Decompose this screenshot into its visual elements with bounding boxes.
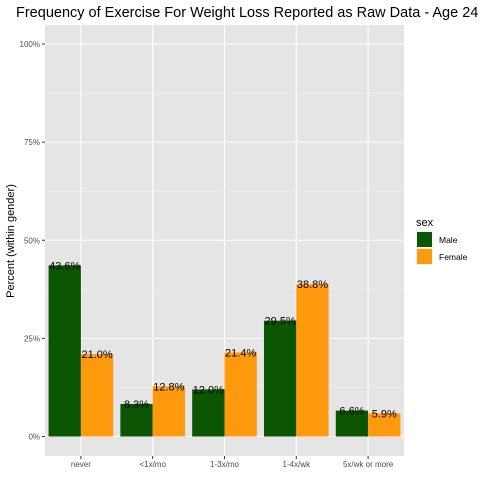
data-label: 12.8% xyxy=(153,381,184,393)
data-label: 43.6% xyxy=(49,260,80,272)
x-tick-label: 1-3x/mo xyxy=(210,460,239,469)
bar-female xyxy=(368,413,401,437)
y-tick-label: 100% xyxy=(20,40,40,49)
data-label: 29.5% xyxy=(265,316,296,328)
bar-male xyxy=(192,389,225,437)
bar-female xyxy=(296,284,329,437)
bar-female xyxy=(80,354,114,437)
legend-key-male xyxy=(417,232,432,247)
x-tick-label: never xyxy=(71,460,91,469)
legend-title: sex xyxy=(416,217,434,229)
data-label: 12.0% xyxy=(193,384,224,396)
data-label: 38.8% xyxy=(297,279,328,291)
x-tick-label: 5x/wk or more xyxy=(343,460,394,469)
data-label: 8.3% xyxy=(124,399,149,411)
x-tick-label: <1x/mo xyxy=(139,460,166,469)
data-label: 21.0% xyxy=(81,349,112,361)
x-axis: never <1x/mo 1-3x/mo 1-4x/wk 5x/wk or more xyxy=(71,456,394,469)
legend-key-female xyxy=(417,249,432,264)
y-tick-label: 25% xyxy=(24,334,40,343)
bar-female xyxy=(152,386,186,437)
x-tick-label: 1-4x/wk xyxy=(283,460,312,469)
bar-male xyxy=(120,403,153,437)
legend-label: Male xyxy=(439,235,458,245)
y-axis: 0% 25% 50% 75% 100% xyxy=(20,40,45,442)
legend-label: Female xyxy=(439,252,468,262)
legend: sex Male Female xyxy=(416,217,468,265)
y-axis-title: Percent (within gender) xyxy=(5,184,17,298)
bar-male xyxy=(335,410,369,437)
y-tick-label: 75% xyxy=(24,138,40,147)
chart-title: Frequency of Exercise For Weight Loss Re… xyxy=(16,5,478,21)
data-label: 21.4% xyxy=(225,348,256,360)
data-label: 5.9% xyxy=(372,408,397,420)
bar-male xyxy=(48,265,81,437)
y-tick-label: 0% xyxy=(28,433,40,442)
bar-female xyxy=(224,352,257,437)
bar-male xyxy=(263,320,297,437)
data-labels: 43.6% 8.3% 12.0% 29.5% 6.6% 21.0% 12.8% 21.4% 38… xyxy=(49,260,397,420)
bars xyxy=(48,265,401,437)
y-tick-label: 50% xyxy=(24,236,40,245)
data-label: 6.6% xyxy=(339,406,364,418)
